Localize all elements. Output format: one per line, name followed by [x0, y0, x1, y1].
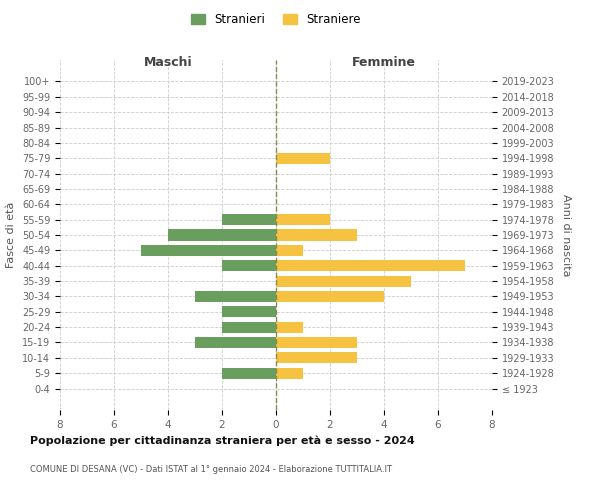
Text: Femmine: Femmine — [352, 56, 416, 69]
Bar — [195, 337, 276, 348]
Bar — [276, 276, 411, 286]
Bar — [141, 245, 276, 256]
Bar — [276, 230, 357, 240]
Bar — [195, 291, 276, 302]
Legend: Stranieri, Straniere: Stranieri, Straniere — [186, 8, 366, 31]
Y-axis label: Anni di nascita: Anni di nascita — [561, 194, 571, 276]
Bar — [222, 368, 276, 378]
Bar — [276, 214, 330, 225]
Text: Maschi: Maschi — [143, 56, 193, 69]
Bar — [222, 322, 276, 332]
Bar — [276, 337, 357, 348]
Text: Popolazione per cittadinanza straniera per età e sesso - 2024: Popolazione per cittadinanza straniera p… — [30, 435, 415, 446]
Bar — [276, 322, 303, 332]
Bar — [222, 214, 276, 225]
Bar — [276, 245, 303, 256]
Bar — [276, 352, 357, 364]
Bar — [276, 291, 384, 302]
Bar — [276, 260, 465, 271]
Bar — [168, 230, 276, 240]
Bar — [276, 152, 330, 164]
Bar — [222, 306, 276, 318]
Y-axis label: Fasce di età: Fasce di età — [7, 202, 16, 268]
Text: COMUNE DI DESANA (VC) - Dati ISTAT al 1° gennaio 2024 - Elaborazione TUTTITALIA.: COMUNE DI DESANA (VC) - Dati ISTAT al 1°… — [30, 465, 392, 474]
Bar — [222, 260, 276, 271]
Bar — [276, 368, 303, 378]
